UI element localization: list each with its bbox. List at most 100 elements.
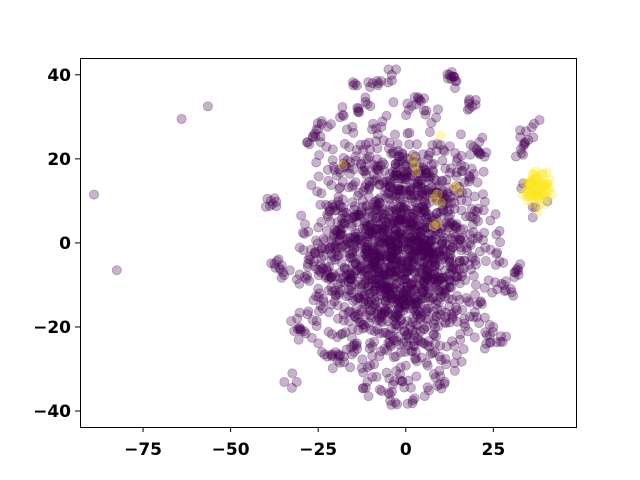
- data-point: [365, 310, 376, 321]
- data-point: [487, 287, 498, 298]
- data-point: [437, 221, 448, 232]
- data-point: [416, 311, 427, 322]
- data-point: [381, 283, 392, 294]
- data-point: [408, 277, 419, 288]
- data-point: [450, 271, 461, 282]
- data-point: [420, 292, 431, 303]
- data-point: [392, 238, 403, 249]
- data-point: [395, 185, 406, 196]
- data-point: [448, 185, 459, 196]
- data-point: [381, 275, 392, 286]
- data-point: [403, 237, 414, 248]
- data-point: [451, 156, 462, 167]
- data-point: [403, 224, 414, 235]
- data-point: [470, 279, 481, 290]
- data-point: [316, 188, 327, 199]
- data-point: [421, 171, 432, 182]
- data-point: [384, 181, 395, 192]
- data-point: [400, 286, 411, 297]
- data-point: [369, 161, 380, 172]
- data-point: [441, 271, 452, 282]
- data-point: [361, 200, 372, 211]
- data-point: [448, 307, 459, 318]
- data-point: [360, 96, 371, 107]
- data-point: [392, 244, 403, 255]
- data-point: [421, 168, 432, 179]
- data-point: [408, 257, 419, 268]
- data-point: [428, 158, 439, 169]
- data-point: [419, 164, 430, 175]
- data-point: [457, 166, 468, 177]
- data-point: [382, 227, 393, 238]
- data-point: [367, 176, 378, 187]
- data-point: [393, 217, 404, 228]
- data-point: [350, 233, 361, 244]
- data-point: [429, 338, 440, 349]
- data-point: [430, 246, 441, 257]
- data-point: [410, 346, 421, 357]
- data-point: [404, 303, 415, 314]
- data-point: [411, 371, 422, 382]
- data-point: [406, 211, 417, 222]
- data-point: [468, 270, 479, 281]
- data-point: [402, 153, 413, 164]
- data-point: [416, 283, 427, 294]
- data-point: [336, 257, 347, 268]
- data-point: [401, 281, 412, 292]
- data-point: [436, 273, 447, 284]
- data-point: [419, 324, 430, 335]
- data-point: [399, 382, 410, 393]
- data-point: [339, 138, 350, 149]
- data-point: [299, 228, 310, 239]
- data-point: [408, 258, 419, 269]
- data-point: [393, 239, 404, 250]
- data-point: [400, 360, 411, 371]
- data-point: [424, 188, 435, 199]
- data-point: [425, 295, 436, 306]
- data-point: [357, 202, 368, 213]
- data-point: [327, 286, 338, 297]
- data-point: [529, 190, 540, 201]
- data-point: [413, 190, 424, 201]
- data-point: [365, 226, 376, 237]
- data-point: [350, 231, 361, 242]
- data-point: [452, 316, 463, 327]
- data-point: [443, 212, 454, 223]
- data-point: [418, 204, 429, 215]
- data-point: [383, 303, 394, 314]
- data-point: [336, 219, 347, 230]
- data-point: [426, 117, 437, 128]
- data-point: [435, 192, 446, 203]
- data-point: [364, 151, 375, 162]
- data-point: [420, 281, 431, 292]
- data-point: [399, 326, 410, 337]
- x-tick-label: 0: [400, 440, 412, 460]
- data-point: [357, 306, 368, 317]
- data-point: [402, 159, 413, 170]
- data-point: [325, 119, 336, 130]
- data-point: [465, 171, 476, 182]
- data-point: [341, 243, 352, 254]
- data-point: [378, 232, 389, 243]
- data-point: [438, 144, 449, 155]
- y-tick-label: −20: [33, 318, 71, 338]
- data-point: [395, 315, 406, 326]
- data-point: [403, 328, 414, 339]
- data-point: [396, 185, 407, 196]
- data-point: [358, 383, 369, 394]
- data-point: [394, 193, 405, 204]
- data-point: [363, 191, 374, 202]
- data-point: [379, 226, 390, 237]
- data-point: [390, 158, 401, 169]
- data-point: [431, 175, 442, 186]
- data-point: [382, 243, 393, 254]
- data-point: [409, 284, 420, 295]
- data-point: [472, 299, 483, 310]
- data-point: [423, 209, 434, 220]
- data-point: [464, 297, 475, 308]
- data-point: [388, 184, 399, 195]
- data-point: [374, 204, 385, 215]
- data-point: [497, 337, 508, 348]
- data-point: [425, 236, 436, 247]
- data-point: [375, 246, 386, 257]
